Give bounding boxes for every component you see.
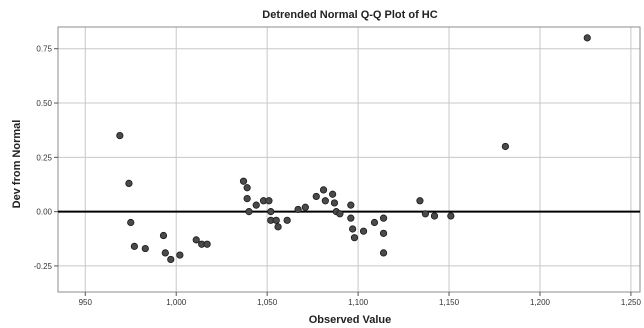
scatter-point — [379, 249, 388, 257]
scatter-point — [430, 212, 439, 220]
x-tick-label: 950 — [79, 298, 93, 307]
scatter-point — [301, 203, 309, 211]
x-axis-ticks: 950 1,000 1,050 1,100 1,150 1,200 1,250 — [79, 292, 642, 307]
scatter-point — [350, 234, 359, 242]
scatter-point — [329, 190, 337, 198]
scatter-point — [161, 249, 169, 257]
scatter-point — [176, 251, 184, 259]
scatter-point — [501, 142, 510, 151]
data-points — [116, 34, 591, 264]
scatter-point — [359, 227, 368, 235]
scatter-point — [330, 199, 339, 207]
x-tick-label: 1,250 — [621, 298, 642, 307]
scatter-point — [243, 184, 251, 192]
scatter-point — [312, 192, 320, 201]
scatter-point — [239, 177, 248, 185]
scatter-point — [265, 197, 273, 205]
scatter-point — [245, 208, 253, 216]
scatter-point — [243, 194, 251, 203]
scatter-point — [252, 201, 260, 209]
chart-title: Detrended Normal Q-Q Plot of HC — [262, 9, 437, 21]
scatter-point — [319, 186, 328, 194]
scatter-point — [141, 244, 149, 253]
x-tick-label: 1,150 — [439, 298, 460, 307]
y-axis-label: Dev from Normal — [11, 120, 23, 209]
scatter-point — [347, 201, 355, 209]
scatter-point — [274, 223, 282, 231]
scatter-point — [349, 225, 357, 233]
x-tick-label: 1,100 — [348, 298, 369, 307]
scatter-point — [267, 208, 275, 216]
scatter-point — [125, 179, 133, 187]
y-tick-label: -0.25 — [34, 262, 53, 271]
scatter-point — [447, 212, 455, 220]
scatter-point — [130, 242, 138, 250]
scatter-point — [294, 205, 302, 214]
scatter-point — [203, 240, 211, 248]
y-tick-label: 0.25 — [36, 153, 52, 162]
x-tick-label: 1,000 — [166, 298, 187, 307]
scatter-point — [370, 218, 379, 227]
x-tick-label: 1,050 — [257, 298, 278, 307]
scatter-point — [336, 210, 344, 218]
scatter-point — [272, 216, 280, 224]
scatter-point — [321, 197, 329, 205]
y-tick-label: 0.75 — [36, 45, 52, 54]
y-axis-ticks: -0.25 0.00 0.25 0.50 0.75 — [34, 45, 58, 271]
scatter-point — [116, 132, 124, 140]
scatter-point — [192, 236, 200, 244]
scatter-point — [421, 210, 429, 218]
x-tick-label: 1,200 — [530, 298, 551, 307]
plot-area-frame — [57, 26, 641, 293]
scatter-point — [127, 218, 135, 227]
scatter-point — [583, 34, 591, 42]
y-tick-label: 0.50 — [36, 99, 52, 108]
scatter-point — [379, 214, 388, 222]
y-tick-label: 0.00 — [36, 208, 52, 217]
scatter-point — [416, 197, 424, 205]
scatter-point — [379, 229, 388, 237]
scatter-point — [159, 231, 168, 240]
scatter-point — [347, 214, 355, 222]
scatter-point — [283, 216, 291, 224]
x-axis-label: Observed Value — [309, 314, 392, 326]
scatter-point — [167, 255, 175, 264]
